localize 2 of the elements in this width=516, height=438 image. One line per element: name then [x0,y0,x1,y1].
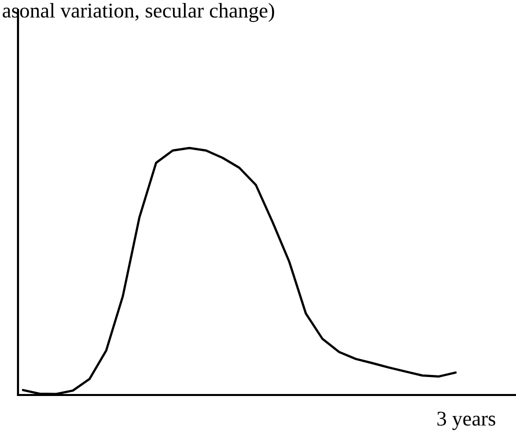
x-axis-title: 3 years [437,412,496,430]
chart-title: asonal variation, secular change) [2,3,274,22]
